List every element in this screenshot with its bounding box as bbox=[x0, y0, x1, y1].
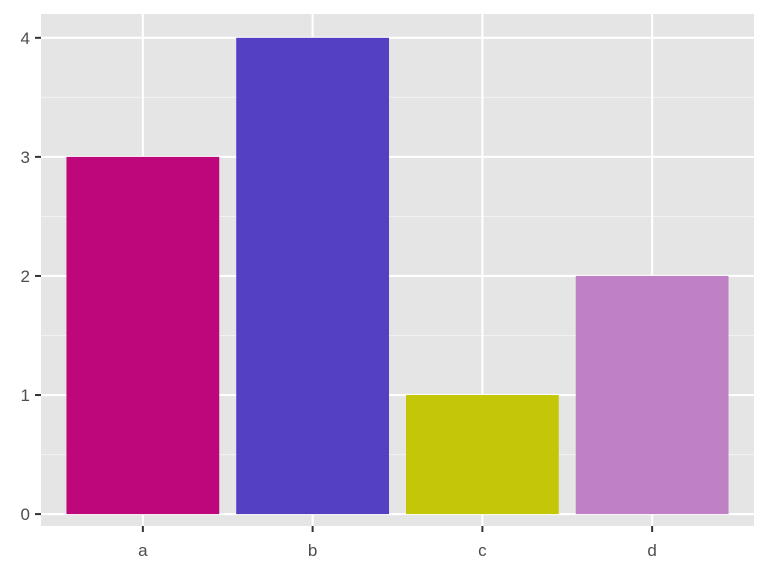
bar-c bbox=[405, 395, 559, 515]
y-tick-label: 4 bbox=[21, 29, 30, 48]
x-tick-label: d bbox=[647, 541, 656, 560]
x-tick-label: a bbox=[138, 541, 148, 560]
y-axis: 0 1 2 3 4 bbox=[21, 29, 41, 524]
y-tick-label: 2 bbox=[21, 267, 30, 286]
y-tick-label: 0 bbox=[21, 505, 30, 524]
bar-b bbox=[236, 37, 390, 515]
bars bbox=[66, 37, 729, 515]
x-tick-label: b bbox=[308, 541, 317, 560]
x-axis: a b c d bbox=[138, 526, 657, 560]
x-tick-label: c bbox=[478, 541, 487, 560]
y-tick-label: 3 bbox=[21, 148, 30, 167]
y-tick-label: 1 bbox=[21, 386, 30, 405]
bar-a bbox=[66, 156, 220, 515]
bar-d bbox=[575, 275, 729, 515]
